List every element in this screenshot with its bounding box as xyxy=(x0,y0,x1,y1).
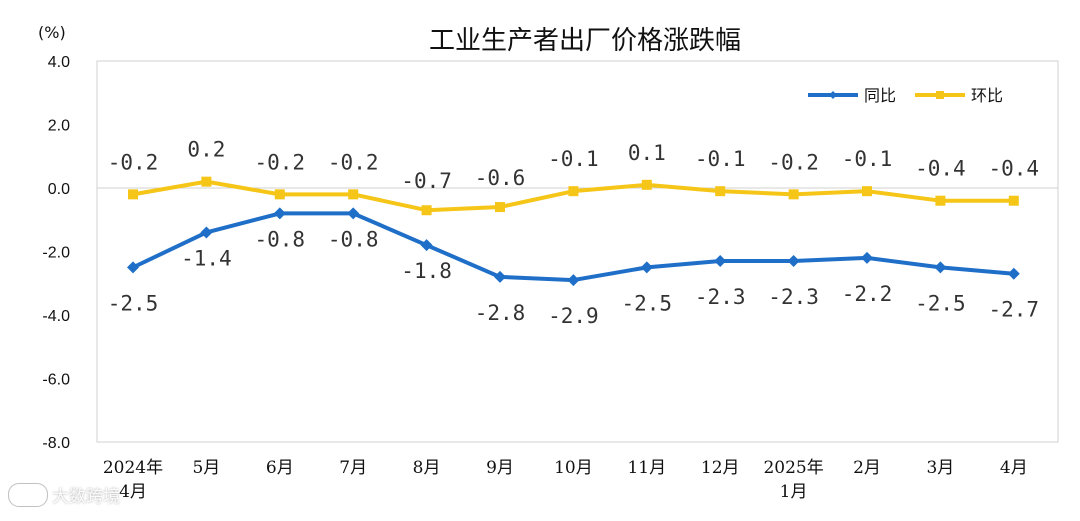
y-tick-label: -8.0 xyxy=(42,435,70,452)
data-point-marker xyxy=(127,261,139,274)
data-point-marker xyxy=(788,189,799,200)
legend-swatch-marker xyxy=(936,91,944,99)
data-point-marker xyxy=(274,189,285,200)
y-tick-label: 4.0 xyxy=(48,54,70,71)
data-label: -2.7 xyxy=(989,298,1040,322)
data-label: -2.2 xyxy=(842,282,893,306)
data-label: -0.4 xyxy=(915,157,966,181)
data-point-marker xyxy=(568,186,579,197)
data-point-marker xyxy=(421,205,432,216)
x-tick-label: 7月 xyxy=(339,458,367,478)
data-label: -0.2 xyxy=(328,150,379,174)
data-label: -2.3 xyxy=(768,285,819,309)
x-tick-label: 3月 xyxy=(926,458,954,478)
data-label: -2.9 xyxy=(548,304,599,328)
data-point-marker xyxy=(1008,195,1019,206)
x-tick-label: 4月 xyxy=(1000,458,1028,478)
x-axis: 2024年 4月 5月 6月 7月 8月 9月 10月 11月 12月 2025年 1月 2月 3月 4月 xyxy=(103,458,1028,502)
data-point-marker xyxy=(934,261,947,274)
x-tick-label: 10月 xyxy=(554,458,593,478)
data-point-marker xyxy=(714,255,727,268)
data-point-marker xyxy=(420,239,433,252)
x-tick-label: 5月 xyxy=(192,458,220,478)
data-label: -2.8 xyxy=(475,301,526,325)
watermark-text: 大数跨境 xyxy=(52,487,120,507)
x-tick-label: 2024年 xyxy=(103,458,163,478)
y-tick-label: 0.0 xyxy=(48,181,70,198)
data-point-marker xyxy=(715,186,726,197)
x-tick-label: 9月 xyxy=(486,458,514,478)
series-group xyxy=(127,176,1020,287)
x-tick-label: 1月 xyxy=(780,482,808,502)
data-label: 0.2 xyxy=(187,138,225,162)
data-point-marker xyxy=(201,176,212,187)
data-label: -0.2 xyxy=(255,150,306,174)
x-tick-label: 12月 xyxy=(701,458,740,478)
data-point-marker xyxy=(273,207,286,220)
x-tick-label: 2025年 xyxy=(763,458,823,478)
data-label: -1.4 xyxy=(181,246,232,270)
x-tick-label: 8月 xyxy=(413,458,441,478)
data-label: -2.5 xyxy=(108,291,159,315)
data-point-marker xyxy=(861,251,873,264)
data-point-marker xyxy=(495,202,505,213)
x-tick-label: 6月 xyxy=(266,458,294,478)
data-point-marker xyxy=(1007,267,1020,280)
data-labels: -2.5 -1.4 -0.8 -0.8 -1.8 -2.8 -2.9 -2.5 -2.3 -2.3… xyxy=(108,138,1039,328)
data-point-marker xyxy=(348,189,359,200)
plot-area-frame xyxy=(96,60,1059,443)
data-label: -1.8 xyxy=(401,259,452,283)
watermark: 大数跨境 xyxy=(8,482,120,507)
y-tick-label: 2.0 xyxy=(48,118,70,135)
chart-title: 工业生产者出厂价格涨跌幅 xyxy=(429,26,741,56)
x-tick-label: 2月 xyxy=(853,458,881,478)
data-label: 0.1 xyxy=(628,141,666,165)
data-label: -0.1 xyxy=(842,147,893,171)
data-label: -0.8 xyxy=(255,227,306,251)
data-point-marker xyxy=(862,186,872,197)
legend-label: 环比 xyxy=(971,86,1003,105)
data-label: -0.2 xyxy=(768,150,819,174)
data-label: -2.5 xyxy=(915,291,966,315)
data-label: -0.4 xyxy=(989,157,1040,181)
data-point-marker xyxy=(787,255,800,268)
data-point-marker xyxy=(128,189,138,200)
data-point-marker xyxy=(567,274,580,287)
data-label: -0.1 xyxy=(548,147,599,171)
data-label: -0.7 xyxy=(401,169,452,193)
legend-swatch-marker xyxy=(829,91,837,99)
y-tick-label: -2.0 xyxy=(42,245,70,262)
y-tick-label: -4.0 xyxy=(42,308,70,325)
data-point-marker xyxy=(347,207,360,220)
data-point-marker xyxy=(640,261,653,274)
data-point-marker xyxy=(935,195,946,206)
data-label: -2.5 xyxy=(622,291,673,315)
data-label: -0.8 xyxy=(328,227,379,251)
x-tick-label: 4月 xyxy=(119,482,147,502)
y-axis: 4.0 2.0 0.0 -2.0 -4.0 -6.0 -8.0 xyxy=(42,54,70,452)
legend-label: 同比 xyxy=(864,86,896,105)
watermark-logo-icon xyxy=(8,482,48,507)
data-label: -0.1 xyxy=(695,147,746,171)
data-point-marker xyxy=(494,270,506,283)
x-tick-label: 11月 xyxy=(627,458,666,478)
data-label: -2.3 xyxy=(695,285,746,309)
data-point-marker xyxy=(200,226,213,239)
data-point-marker xyxy=(641,179,652,190)
y-tick-label: -6.0 xyxy=(42,372,70,389)
legend: 同比 环比 xyxy=(808,86,1003,105)
data-label: -0.6 xyxy=(475,166,526,190)
data-label: -0.2 xyxy=(108,150,159,174)
y-unit-label: (%) xyxy=(38,23,66,42)
